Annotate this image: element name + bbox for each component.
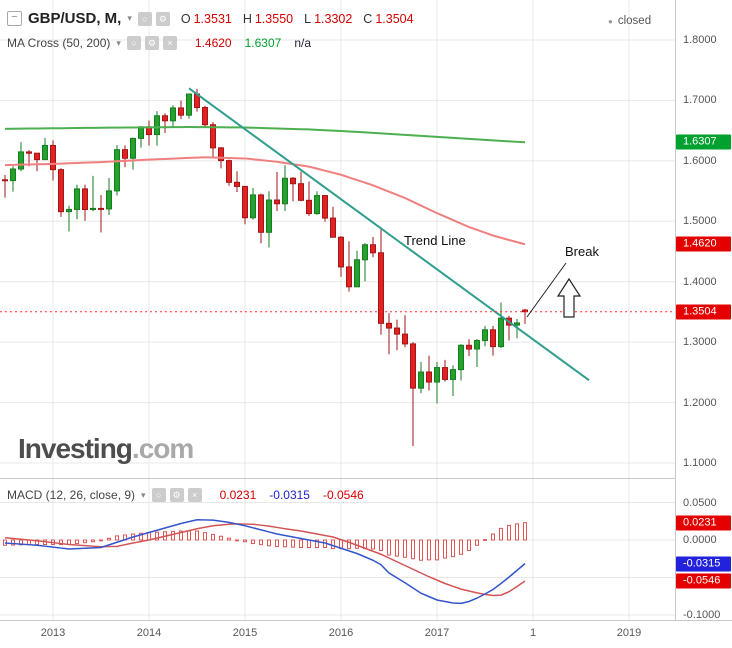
price-tick-label: 1.5000 (683, 215, 717, 228)
macd-tick-label: 0.0500 (683, 496, 717, 509)
close-value: 1.3504 (375, 11, 414, 26)
time-axis-label: 2013 (40, 627, 66, 639)
macd-tick-label: 0.0000 (683, 534, 717, 546)
settings-gear-icon[interactable]: ⚙ (144, 36, 159, 50)
high-label: H (242, 11, 252, 26)
time-axis-label: 2015 (232, 627, 258, 639)
price-tick-label: 1.8000 (683, 34, 717, 46)
time-axis-label: 2017 (424, 627, 450, 639)
macd-badge: -0.0315 (676, 556, 731, 572)
settings-gear-icon[interactable]: ⚙ (155, 11, 170, 26)
chevron-down-icon[interactable]: ▾ (116, 37, 121, 48)
price-axis[interactable]: 1.8000 1.7000 1.6000 1.5000 1.4000 1.3000 1.20… (675, 0, 732, 648)
macd-title[interactable]: MACD (12, 26, close, 9) (7, 488, 136, 502)
price-badge: 1.4620 (676, 236, 731, 252)
price-tick-label: 1.3000 (683, 336, 717, 349)
brand-tld: .com (131, 433, 194, 464)
open-value: 1.3531 (193, 11, 232, 26)
time-axis-label: 2019 (616, 627, 642, 639)
chevron-down-icon[interactable]: ▾ (127, 13, 132, 23)
time-axis-label: 2014 (136, 627, 162, 639)
symbol-title[interactable]: GBP/USD, M, (28, 10, 122, 27)
low-label: L (304, 11, 312, 26)
price-tick-label: 1.1000 (683, 457, 717, 469)
brand-text: Investing (18, 433, 133, 464)
macd-badge: 0.0231 (676, 515, 731, 531)
break-label[interactable]: Break (565, 244, 599, 259)
macd-tick-label: -0.1000 (683, 609, 721, 621)
style-circle-icon[interactable]: ○ (151, 488, 166, 502)
macd-signal-value: -0.0546 (322, 488, 364, 502)
symbol-legend: − GBP/USD, M, ▾ ○ ⚙ O 1.3531 H 1.3550 L 1.3… (7, 10, 414, 27)
open-label: O (180, 11, 191, 26)
collapse-icon[interactable]: − (7, 11, 22, 26)
price-tick-label: 1.4000 (683, 275, 717, 288)
status-dot-icon: ● (608, 16, 613, 26)
market-status: ● closed (608, 15, 651, 27)
panel-divider[interactable] (0, 478, 732, 479)
macd-legend: MACD (12, 26, close, 9) ▾ ○ ⚙ × 0.0231 -… (7, 488, 364, 502)
trend-line-label[interactable]: Trend Line (404, 233, 466, 248)
status-text: closed (617, 15, 652, 27)
macd-hist-value: 0.0231 (219, 488, 257, 502)
style-circle-icon[interactable]: ○ (137, 11, 152, 26)
ma200-value: 1.6307 (244, 36, 282, 50)
price-tick-label: 1.2000 (683, 396, 717, 409)
ma-cross-title[interactable]: MA Cross (50, 200) (7, 36, 111, 50)
price-tick-label: 1.7000 (683, 94, 717, 107)
ma-cross-legend: MA Cross (50, 200) ▾ ○ ⚙ × 1.4620 1.6307… (7, 36, 311, 50)
chevron-down-icon[interactable]: ▾ (141, 489, 146, 500)
investing-logo: Investing.com (18, 433, 194, 465)
close-label: C (363, 11, 373, 26)
chart-canvas[interactable] (0, 0, 675, 620)
settings-gear-icon[interactable]: ⚙ (169, 488, 184, 502)
macd-badge: -0.0546 (676, 573, 731, 589)
price-tick-label: 1.6000 (683, 154, 717, 167)
ma-cross-na-value: n/a (294, 36, 311, 50)
time-axis-label: 2016 (328, 627, 354, 639)
price-badge: 1.3504 (676, 304, 731, 320)
style-circle-icon[interactable]: ○ (126, 36, 141, 50)
ma50-value: 1.4620 (194, 36, 232, 50)
high-value: 1.3550 (254, 11, 294, 26)
low-value: 1.3302 (314, 11, 353, 26)
macd-line-value: -0.0315 (269, 488, 310, 502)
time-axis[interactable]: 2013 2014 2015 2016 2017 1 2019 (0, 620, 732, 648)
price-badge: 1.6307 (676, 134, 731, 150)
close-icon[interactable]: × (187, 488, 202, 502)
close-icon[interactable]: × (162, 36, 177, 50)
time-axis-label: 1 (529, 627, 537, 639)
